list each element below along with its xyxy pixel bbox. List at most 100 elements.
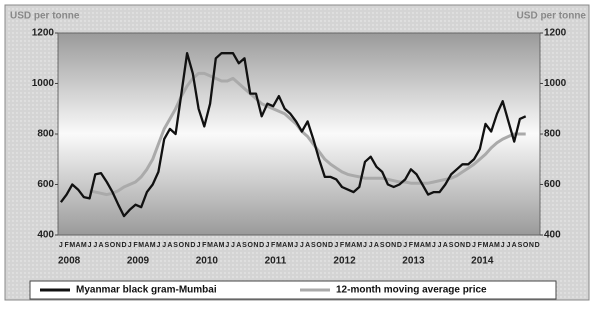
x-tick-label: F (133, 242, 138, 249)
x-tick-label: M (138, 242, 144, 249)
x-tick-label: N (322, 242, 327, 249)
x-tick-label: O (110, 242, 116, 249)
y2-axis-label: USD per tonne (517, 11, 587, 22)
x-tick-label: J (363, 242, 367, 249)
x-tick-label: J (265, 242, 269, 249)
year-label: 2014 (471, 256, 494, 267)
x-tick-label: F (478, 242, 483, 249)
year-label: 2008 (58, 256, 81, 267)
year-label: 2011 (265, 256, 287, 267)
x-tick-label: F (271, 242, 276, 249)
x-tick-label: D (259, 242, 264, 249)
x-tick-label: M (414, 242, 420, 249)
x-tick-label: O (385, 242, 391, 249)
x-tick-label: J (369, 242, 373, 249)
x-tick-label: A (374, 242, 379, 249)
x-tick-label: F (409, 242, 414, 249)
year-label: 2010 (196, 256, 219, 267)
x-tick-label: F (64, 242, 69, 249)
x-tick-label: J (93, 242, 97, 249)
year-label: 2012 (333, 256, 356, 267)
x-tick-label: J (59, 242, 63, 249)
y-tick-label: 1200 (32, 28, 55, 39)
x-tick-label: J (162, 242, 166, 249)
x-tick-label: O (247, 242, 253, 249)
x-tick-label: A (99, 242, 104, 249)
x-tick-label: D (121, 242, 126, 249)
x-tick-label: J (231, 242, 235, 249)
x-tick-label: O (179, 242, 185, 249)
x-tick-label: J (128, 242, 132, 249)
x-tick-label: J (506, 242, 510, 249)
x-tick-label: A (351, 242, 356, 249)
x-tick-label: N (253, 242, 258, 249)
x-tick-label: F (202, 242, 207, 249)
series-line (59, 52, 527, 218)
y2-tick-label: 1200 (544, 28, 567, 39)
y-axis-label: USD per tonne (10, 11, 80, 22)
x-tick-label: O (454, 242, 460, 249)
x-tick-label: F (340, 242, 345, 249)
x-tick-label: N (116, 242, 121, 249)
y-tick-label: 800 (37, 129, 54, 140)
x-tick-label: A (144, 242, 149, 249)
plot-area (57, 32, 541, 236)
x-tick-label: J (88, 242, 92, 249)
y-tick-label: 400 (37, 230, 54, 241)
x-tick-label: J (472, 242, 476, 249)
x-tick-label: A (489, 242, 494, 249)
x-tick-label: A (305, 242, 310, 249)
x-tick-label: M (345, 242, 351, 249)
x-tick-label: S (173, 242, 178, 249)
x-tick-label: D (190, 242, 195, 249)
y-tick-label: 600 (37, 179, 54, 190)
y2-tick-label: 400 (544, 230, 561, 241)
x-tick-label: O (316, 242, 322, 249)
x-tick-label: D (466, 242, 471, 249)
x-tick-label: S (104, 242, 109, 249)
x-tick-label: O (523, 242, 529, 249)
x-tick-label: J (225, 242, 229, 249)
x-tick-label: J (501, 242, 505, 249)
legend-label: 12-month moving average price (336, 285, 487, 296)
y2-tick-label: 600 (544, 179, 561, 190)
x-tick-label: A (443, 242, 448, 249)
x-tick-label: N (529, 242, 534, 249)
x-tick-label: D (328, 242, 333, 249)
x-tick-label: D (535, 242, 540, 249)
x-tick-label: M (207, 242, 213, 249)
x-tick-label: J (438, 242, 442, 249)
x-tick-label: N (460, 242, 465, 249)
x-tick-label: M (287, 242, 293, 249)
x-tick-label: N (391, 242, 396, 249)
x-tick-label: A (167, 242, 172, 249)
x-tick-label: A (282, 242, 287, 249)
x-tick-label: J (294, 242, 298, 249)
y-tick-label: 1000 (32, 78, 55, 89)
x-tick-label: M (69, 242, 75, 249)
x-tick-label: M (356, 242, 362, 249)
x-tick-label: M (494, 242, 500, 249)
x-tick-label: J (156, 242, 160, 249)
x-tick-label: S (380, 242, 385, 249)
x-tick-label: M (219, 242, 225, 249)
x-tick-label: J (197, 242, 201, 249)
x-tick-label: A (76, 242, 81, 249)
y2-tick-label: 1000 (544, 78, 567, 89)
x-tick-label: A (213, 242, 218, 249)
x-tick-label: A (512, 242, 517, 249)
x-tick-label: A (420, 242, 425, 249)
x-tick-label: S (449, 242, 454, 249)
x-tick-label: J (432, 242, 436, 249)
legend (29, 280, 557, 300)
year-label: 2013 (402, 256, 425, 267)
y2-tick-label: 800 (544, 129, 561, 140)
x-tick-label: M (425, 242, 431, 249)
x-tick-label: M (81, 242, 87, 249)
x-tick-label: S (311, 242, 316, 249)
x-tick-label: S (242, 242, 247, 249)
x-tick-label: N (185, 242, 190, 249)
x-tick-label: J (403, 242, 407, 249)
x-tick-label: D (397, 242, 402, 249)
